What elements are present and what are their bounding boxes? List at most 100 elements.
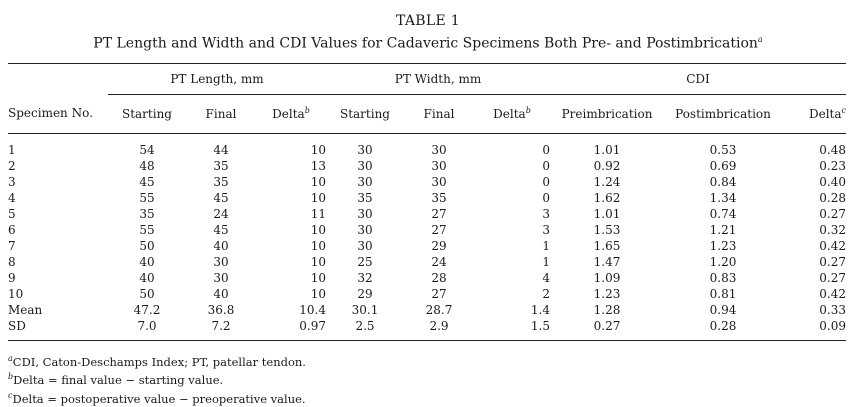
cell-width-final: 27: [431, 206, 447, 221]
cell-width-delta: 1: [542, 238, 550, 253]
cell-width-starting: 30: [357, 206, 373, 221]
cell-cdi-post: 1.23: [709, 238, 737, 253]
footnote-a-text: CDI, Caton-Deschamps Index; PT, patellar…: [12, 354, 306, 369]
empty-header-cell: [8, 62, 108, 95]
cell-width-delta: 4: [542, 270, 550, 285]
footnote-a-mark: a: [8, 353, 13, 363]
cell-width-starting: 25: [357, 254, 373, 269]
cell-width-delta: 0: [542, 158, 550, 173]
table-title-text: PT Length and Width and CDI Values for C…: [93, 35, 758, 52]
header-cdi-delta: Deltac: [782, 94, 846, 133]
cell-cdi-post: 0.94: [709, 302, 737, 317]
cell-cdi-pre: 0.92: [593, 158, 621, 173]
cell-length-final: 7.2: [186, 317, 256, 341]
cell-cdi-delta: 0.48: [819, 142, 846, 157]
cell-specimen: 6: [8, 222, 16, 237]
header-cdi-delta-text: Delta: [808, 107, 842, 122]
cell-specimen: SD: [8, 317, 108, 341]
cell-cdi-pre: 1.09: [593, 270, 621, 285]
cell-length-starting: 54: [139, 142, 155, 157]
header-length-starting: Starting: [121, 106, 172, 121]
header-width-delta: Deltab: [474, 94, 550, 133]
cell-length-final: 30: [213, 254, 229, 269]
cell-specimen: 3: [8, 174, 16, 189]
header-width-final: Final: [423, 106, 455, 121]
cell-width-final: 27: [431, 286, 447, 301]
footnote-c: cDelta = postoperative value − preoperat…: [8, 388, 848, 407]
table-container: TABLE 1 PT Length and Width and CDI Valu…: [8, 12, 848, 407]
cell-cdi-pre: 1.62: [593, 190, 621, 205]
cell-cdi-pre: 1.23: [593, 286, 621, 301]
table-row: 3 45 35 10 30 30 0 1.24 0.84 0.40: [8, 174, 846, 190]
cell-cdi-delta: 0.27: [819, 254, 846, 269]
cell-specimen: 10: [8, 286, 24, 301]
cell-cdi-pre: 1.01: [593, 142, 621, 157]
table-row: 7 50 40 10 30 29 1 1.65 1.23 0.42: [8, 238, 846, 254]
cell-specimen: 4: [8, 190, 16, 205]
cell-cdi-delta: 0.23: [819, 158, 846, 173]
cell-specimen: 5: [8, 206, 16, 221]
table-row: 4 55 45 10 35 35 0 1.62 1.34 0.28: [8, 190, 846, 206]
cell-length-final: 30: [213, 270, 229, 285]
cell-cdi-post: 1.20: [709, 254, 737, 269]
cell-width-delta: 1: [542, 254, 550, 269]
cell-length-delta: 11: [310, 206, 326, 221]
cell-width-delta: 1.4: [530, 302, 550, 317]
table-row: SD 7.0 7.2 0.97 2.5 2.9 1.5 0.27 0.28 0.09: [8, 317, 846, 341]
cell-length-final: 45: [213, 190, 229, 205]
cell-length-starting: 55: [139, 190, 155, 205]
cell-width-starting: 30.1: [351, 302, 379, 317]
cell-length-delta: 0.97: [256, 317, 326, 341]
cell-width-starting: 29: [357, 286, 373, 301]
column-header-row: Specimen No. Starting Final Deltab Start…: [8, 94, 846, 134]
cell-cdi-post: 0.74: [709, 206, 737, 221]
table-row: 1 54 44 10 30 30 0 1.01 0.53 0.48: [8, 133, 846, 158]
header-length-delta-mark: b: [304, 106, 310, 116]
header-length-delta: Deltab: [256, 94, 326, 133]
cell-cdi-post: 0.81: [709, 286, 737, 301]
cell-width-final: 28.7: [425, 302, 453, 317]
footnote-b: bDelta = final value − starting value.: [8, 369, 848, 388]
cell-length-final: 35: [213, 174, 229, 189]
cell-cdi-post: 0.84: [709, 174, 737, 189]
footnote-b-mark: b: [8, 372, 14, 382]
cell-specimen: 7: [8, 238, 16, 253]
cell-specimen: 2: [8, 158, 16, 173]
cell-cdi-pre: 1.47: [593, 254, 621, 269]
cell-specimen: 8: [8, 254, 16, 269]
cell-length-starting: 50: [139, 238, 155, 253]
cell-specimen: Mean: [8, 302, 43, 317]
cell-width-delta: 1.5: [474, 317, 550, 341]
table-label: TABLE 1: [396, 13, 460, 29]
cell-cdi-post: 0.53: [709, 142, 737, 157]
cell-cdi-pre: 0.27: [550, 317, 664, 341]
header-cdi-delta-mark: c: [841, 106, 846, 116]
cell-length-starting: 47.2: [133, 302, 161, 317]
cell-cdi-post: 1.21: [709, 222, 737, 237]
cell-width-starting: 30: [357, 174, 373, 189]
cell-cdi-delta: 0.42: [819, 238, 846, 253]
table-row: 8 40 30 10 25 24 1 1.47 1.20 0.27: [8, 254, 846, 270]
cell-length-starting: 48: [139, 158, 155, 173]
cell-length-delta: 13: [310, 158, 326, 173]
cell-length-final: 36.8: [207, 302, 235, 317]
header-length-final: Final: [205, 106, 237, 121]
cell-width-final: 30: [431, 142, 447, 157]
cell-width-starting: 32: [357, 270, 373, 285]
table-row: 9 40 30 10 32 28 4 1.09 0.83 0.27: [8, 270, 846, 286]
cell-length-starting: 40: [139, 254, 155, 269]
cell-length-delta: 10: [310, 142, 326, 157]
table-body: 1 54 44 10 30 30 0 1.01 0.53 0.48 2 48 35 13 30 30 0 0.92…: [8, 133, 846, 341]
cell-length-delta: 10: [310, 270, 326, 285]
cell-width-final: 35: [431, 190, 447, 205]
cell-length-starting: 40: [139, 270, 155, 285]
cell-length-final: 40: [213, 238, 229, 253]
table-row: 2 48 35 13 30 30 0 0.92 0.69 0.23: [8, 158, 846, 174]
cell-length-starting: 45: [139, 174, 155, 189]
cell-length-delta: 10: [310, 286, 326, 301]
cell-width-starting: 30: [357, 222, 373, 237]
cell-width-starting: 30: [357, 158, 373, 173]
cell-cdi-pre: 1.28: [593, 302, 621, 317]
cell-cdi-delta: 0.42: [819, 286, 846, 301]
cell-length-final: 45: [213, 222, 229, 237]
